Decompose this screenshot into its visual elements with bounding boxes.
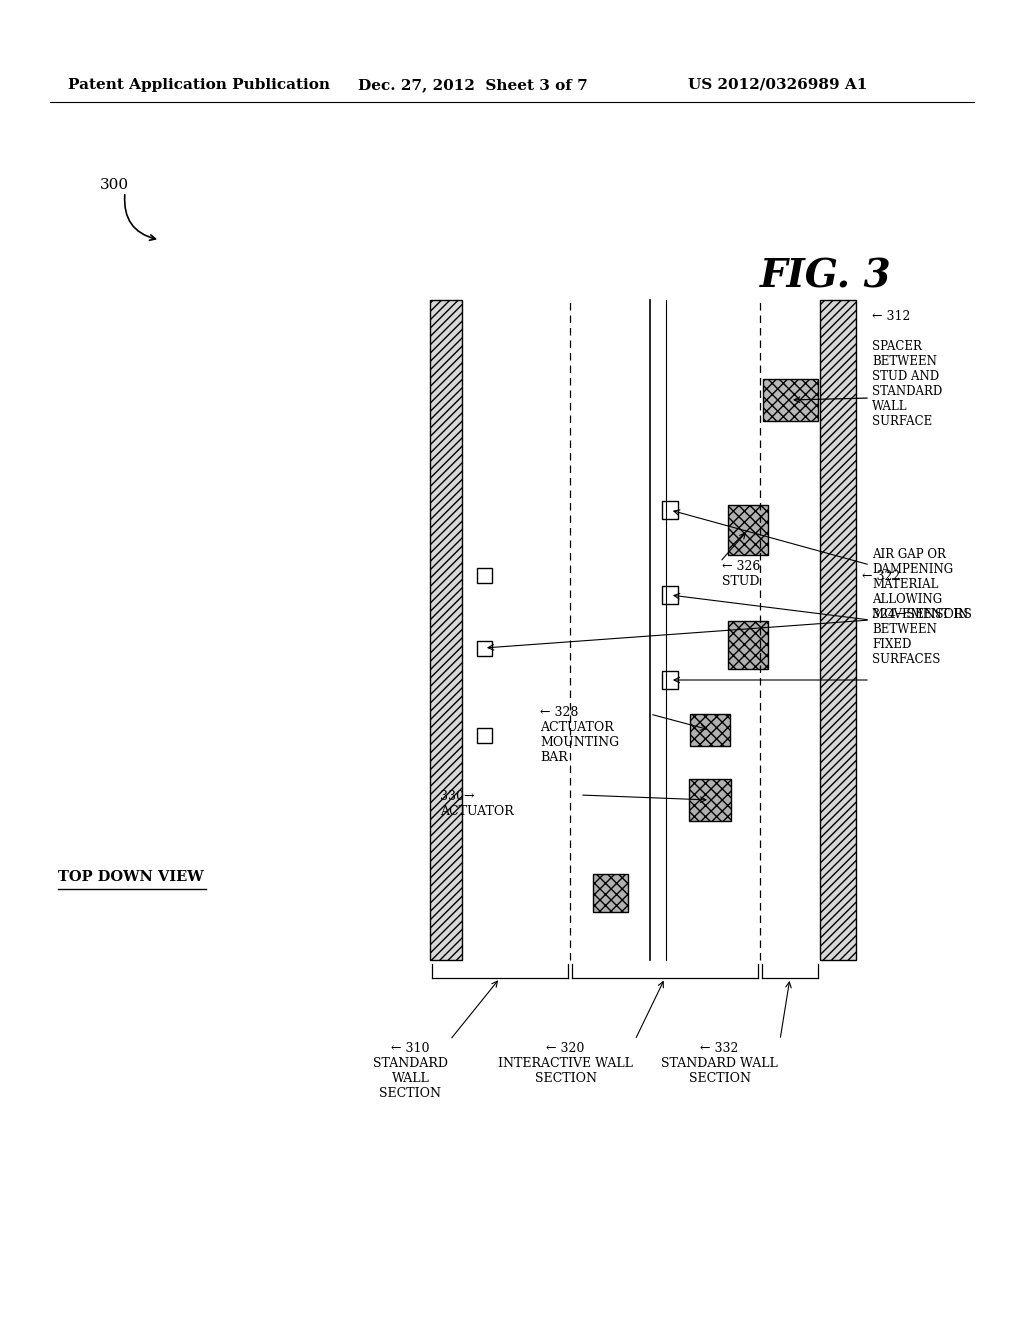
Text: TOP DOWN VIEW: TOP DOWN VIEW [58, 870, 204, 884]
Bar [763, 379, 817, 421]
Bar [476, 727, 492, 742]
Text: ← 310
STANDARD
WALL
SECTION: ← 310 STANDARD WALL SECTION [373, 1041, 449, 1100]
Bar [690, 714, 730, 746]
Text: 324→SENSORS: 324→SENSORS [872, 609, 972, 622]
Text: Patent Application Publication: Patent Application Publication [68, 78, 330, 92]
Text: ← 322: ← 322 [862, 570, 900, 583]
Text: ← 328
ACTUATOR
MOUNTING
BAR: ← 328 ACTUATOR MOUNTING BAR [540, 706, 620, 764]
Text: ← 312: ← 312 [872, 310, 910, 323]
Bar [689, 779, 731, 821]
Text: ← 320
INTERACTIVE WALL
SECTION: ← 320 INTERACTIVE WALL SECTION [498, 1041, 633, 1085]
Text: AIR GAP OR
DAMPENING
MATERIAL
ALLOWING
MOVEMENT IN
BETWEEN
FIXED
SURFACES: AIR GAP OR DAMPENING MATERIAL ALLOWING M… [872, 548, 969, 667]
Bar [820, 300, 856, 960]
Text: Dec. 27, 2012  Sheet 3 of 7: Dec. 27, 2012 Sheet 3 of 7 [358, 78, 588, 92]
Text: ← 326
STUD: ← 326 STUD [722, 560, 761, 587]
Text: US 2012/0326989 A1: US 2012/0326989 A1 [688, 78, 867, 92]
Bar [662, 586, 678, 605]
Bar [476, 640, 492, 656]
Bar [728, 620, 768, 669]
Bar [662, 502, 678, 519]
Bar [728, 506, 768, 554]
Text: FIG. 3: FIG. 3 [760, 257, 892, 296]
Text: 300: 300 [100, 178, 129, 191]
Text: 330→
ACTUATOR: 330→ ACTUATOR [440, 789, 514, 818]
Bar [662, 671, 678, 689]
Bar [476, 568, 492, 582]
Bar [430, 300, 462, 960]
Text: SPACER
BETWEEN
STUD AND
STANDARD
WALL
SURFACE: SPACER BETWEEN STUD AND STANDARD WALL SU… [872, 341, 942, 428]
Bar [593, 874, 628, 912]
Text: ← 332
STANDARD WALL
SECTION: ← 332 STANDARD WALL SECTION [662, 1041, 778, 1085]
